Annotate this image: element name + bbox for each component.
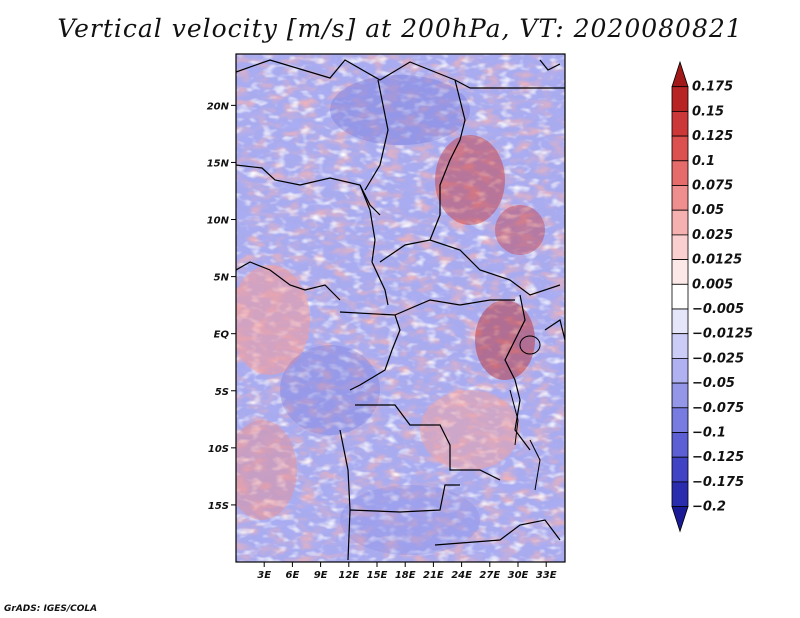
boundary-angola-coast [339, 429, 351, 561]
colorbar-swatch [671, 333, 689, 359]
strong-ascent-sudan [435, 135, 505, 225]
positive-region-southwest [236, 420, 297, 520]
colorbar-label: −0.125 [692, 450, 744, 465]
colorbar-label: −0.0125 [692, 327, 753, 342]
colorbar-swatch [671, 259, 689, 285]
colorbar-label: 0.005 [692, 277, 733, 292]
colorbar-label: 0.125 [692, 129, 733, 144]
lon-tick-label: 33E [536, 570, 557, 581]
lon-tick-label: 18E [395, 570, 416, 581]
boundary-drc-east [504, 294, 531, 451]
lake-victoria [519, 335, 541, 355]
colorbar-swatch [671, 357, 689, 384]
strong-ascent-east [495, 205, 545, 255]
colorbar-label: −0.175 [692, 475, 744, 490]
colorbar-label: 0.05 [692, 203, 724, 218]
colorbar-label: 0.025 [692, 228, 733, 243]
grads-credit: GrADS: IGES/COLA [4, 604, 98, 614]
map-title: Vertical velocity [m/s] at 200hPa, VT: 2… [57, 14, 743, 43]
country-boundaries [236, 59, 565, 561]
boundary-libya-north [236, 59, 471, 89]
boundary-angola-namibia [349, 484, 460, 513]
colorbar-label: −0.075 [692, 401, 744, 416]
map-plot-area [236, 54, 565, 562]
coastline-gulf-of-guinea [236, 261, 341, 301]
lon-tick-label: 30E [508, 570, 529, 581]
lon-tick-label: 21E [423, 570, 444, 581]
lon-tick-label: 24E [451, 570, 472, 581]
negative-region-congo [280, 345, 380, 435]
colorbar-label: 0.15 [692, 104, 724, 119]
boundary-car-south-sudan [379, 239, 561, 296]
lake-malawi [529, 439, 541, 491]
lat-tick-label: 10S [208, 444, 229, 455]
lon-tick-label: 6E [286, 570, 300, 581]
colorbar-swatch [671, 160, 689, 186]
boundary-sahel [236, 164, 381, 216]
lat-tick-label: 5N [214, 273, 230, 284]
colorbar-swatch [671, 234, 689, 260]
latitude-axis: 20N 15N 10N 5N EQ 5S 10S 15S [207, 101, 236, 512]
colorbar-swatch [671, 407, 689, 433]
colorbar-swatch [671, 456, 689, 483]
lat-tick-label: 5S [215, 387, 229, 398]
colorbar-swatch [671, 382, 689, 409]
boundary-chad-niger [364, 79, 389, 191]
positive-region-south [420, 390, 520, 470]
lon-tick-label: 27E [479, 570, 500, 581]
boundary-nigeria-cameroon [359, 184, 389, 306]
lon-tick-label: 15E [367, 570, 388, 581]
lat-tick-label: 15S [208, 501, 229, 512]
colorbar-label: −0.1 [692, 426, 726, 441]
colorbar-swatch [671, 209, 689, 236]
boundary-botswana-zimbabwe [434, 519, 561, 546]
lon-tick-label: 3E [257, 570, 271, 581]
lon-tick-label: 9E [314, 570, 328, 581]
colorbar-label: 0.0125 [692, 253, 742, 268]
colorbar-label: −0.005 [692, 302, 744, 317]
colorbar-swatch [671, 432, 689, 458]
colorbar-top-cap [671, 60, 689, 88]
colorbar-swatch [671, 86, 689, 112]
boundary-kenya [544, 319, 565, 341]
boundary-car-drc [394, 299, 515, 316]
negative-region-sahara [330, 75, 470, 145]
lon-tick-label: 12E [338, 570, 359, 581]
strong-ascent-lakes [475, 300, 535, 380]
colorbar-swatch [671, 308, 689, 335]
coastline-nile-delta [539, 59, 561, 71]
colorbar-bottom-cap [671, 506, 689, 533]
colorbar-swatch [671, 185, 689, 211]
colorbar: 0.175 0.15 0.125 0.1 0.075 0.05 0.025 0.0125 0.0… [671, 60, 753, 533]
lat-tick-label: 15N [207, 158, 230, 169]
negative-region-southern [340, 485, 480, 555]
colorbar-label: 0.075 [692, 179, 733, 194]
boundary-chad-sudan [429, 79, 466, 241]
lat-tick-label: 10N [207, 216, 230, 227]
map-frame [235, 53, 566, 563]
colorbar-swatch [671, 283, 689, 310]
colorbar-label: −0.025 [692, 351, 744, 366]
colorbar-swatch [671, 111, 689, 137]
colorbar-swatch [671, 135, 689, 162]
colorbar-label: −0.2 [692, 500, 726, 515]
colorbar-label: −0.05 [692, 376, 735, 391]
lake-tanganyika [509, 389, 519, 446]
lat-tick-label: EQ [214, 330, 230, 341]
colorbar-swatch [671, 481, 689, 507]
colorbar-label: 0.1 [692, 154, 715, 169]
positive-region-atlantic [236, 265, 310, 375]
longitude-axis: 3E 6E 9E 12E 15E 18E 21E 24E 27E 30E 33E [257, 562, 557, 581]
lat-tick-label: 20N [207, 101, 230, 112]
colorbar-label: 0.175 [692, 80, 733, 95]
boundary-angola-drc [355, 404, 501, 481]
